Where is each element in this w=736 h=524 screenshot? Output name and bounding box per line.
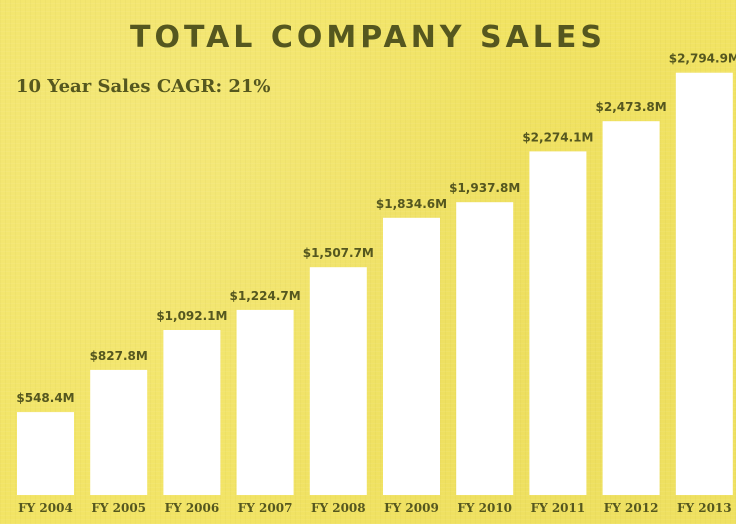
- x-tick-label-fy-2008: FY 2008: [311, 501, 366, 515]
- bar-fy-2011: [529, 151, 587, 495]
- value-label-fy-2008: $1,507.7M: [303, 246, 374, 260]
- bar-fy-2008: [309, 267, 367, 495]
- x-tick-label-fy-2005: FY 2005: [91, 501, 146, 515]
- bar-fy-2013: [675, 72, 733, 495]
- x-tick-label-fy-2013: FY 2013: [677, 501, 732, 515]
- x-tick-label-fy-2010: FY 2010: [457, 501, 512, 515]
- x-tick-label-fy-2012: FY 2012: [604, 501, 659, 515]
- x-tick-label-fy-2009: FY 2009: [384, 501, 439, 515]
- sales-cagr-subtitle: 10 Year Sales CAGR: 21%: [16, 76, 271, 97]
- x-tick-label-fy-2006: FY 2006: [165, 501, 220, 515]
- value-label-fy-2006: $1,092.1M: [156, 309, 227, 323]
- value-label-fy-2012: $2,473.8M: [596, 100, 667, 114]
- x-tick-label-fy-2007: FY 2007: [238, 501, 293, 515]
- value-label-fy-2011: $2,274.1M: [522, 130, 593, 144]
- value-label-fy-2009: $1,834.6M: [376, 197, 447, 211]
- value-label-fy-2005: $827.8M: [90, 349, 148, 363]
- bar-fy-2004: [17, 412, 74, 495]
- value-label-fy-2004: $548.4M: [16, 391, 74, 405]
- value-label-fy-2013: $2,794.9M: [669, 52, 736, 66]
- bar-fy-2005: [90, 369, 148, 495]
- x-tick-label-fy-2004: FY 2004: [18, 501, 73, 515]
- bar-fy-2009: [383, 217, 440, 496]
- x-tick-label-fy-2011: FY 2011: [531, 501, 586, 515]
- bar-fy-2007: [236, 309, 294, 495]
- value-label-fy-2007: $1,224.7M: [230, 289, 301, 303]
- value-label-fy-2010: $1,937.8M: [449, 181, 520, 195]
- bar-fy-2012: [602, 121, 660, 495]
- bar-fy-2010: [456, 202, 514, 495]
- chart-title: TOTAL COMPANY SALES: [129, 20, 607, 55]
- bar-fy-2006: [163, 330, 221, 495]
